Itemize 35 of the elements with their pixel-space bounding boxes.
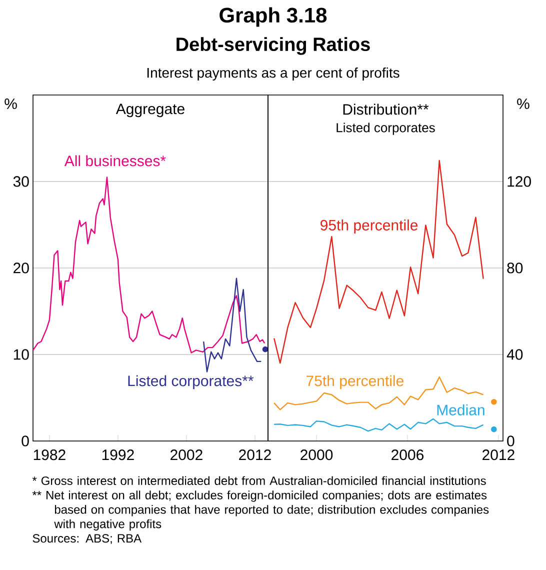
series-label: All businesses* (64, 155, 166, 166)
text: Debt-servicing Ratios (176, 37, 370, 55)
line-series (273, 418, 484, 432)
text: ** Net interest on all debt; excludes foreign-domiciled companies; dots are estimates based on companies that have reported to date; distribution excludes companies with negative profits (32, 490, 489, 531)
text: Aggregate (116, 104, 184, 118)
y2-tick-label: 0 (507, 436, 514, 446)
y2-tick-label: 120 (508, 176, 531, 187)
line-series (273, 160, 484, 364)
y2-tick-label: 80 (507, 262, 523, 274)
x-tick-label: 1982 (34, 450, 66, 460)
chart-title: Distribution** (343, 104, 429, 115)
x-tick-label: 2000 (300, 450, 333, 460)
x-tick-label: 2012 (482, 450, 514, 460)
series-label: 75th percentile (306, 375, 404, 390)
text: Listed corporates (336, 122, 435, 135)
y2-tick-label: 40 (506, 349, 523, 360)
line-series (203, 278, 262, 372)
text: Interest payments as a per cent of profits (147, 67, 400, 81)
y-tick-label: 0 (22, 436, 29, 446)
y2-axis-title: % (517, 98, 530, 110)
source-note: Sources: ABS; RBA (32, 534, 142, 544)
caption: Graph 3.18 (220, 7, 327, 27)
y-axis-title: % (4, 98, 17, 110)
series-label: 95th percentile (320, 219, 418, 234)
text: * Gross interest on intermediated debt from Australian-domiciled financial institutions (32, 476, 486, 486)
x-tick-label: 2006 (392, 450, 424, 460)
y-tick-label: 30 (13, 176, 29, 187)
y-tick-label: 20 (14, 262, 29, 274)
series-label: Median (437, 404, 484, 416)
series-label: Listed corporates** (128, 375, 254, 390)
line-series (32, 176, 266, 354)
y-tick-label: 10 (14, 349, 29, 360)
x-tick-label: 2012 (239, 450, 271, 460)
x-tick-label: 2002 (170, 450, 202, 460)
x-tick-label: 1992 (102, 450, 134, 460)
